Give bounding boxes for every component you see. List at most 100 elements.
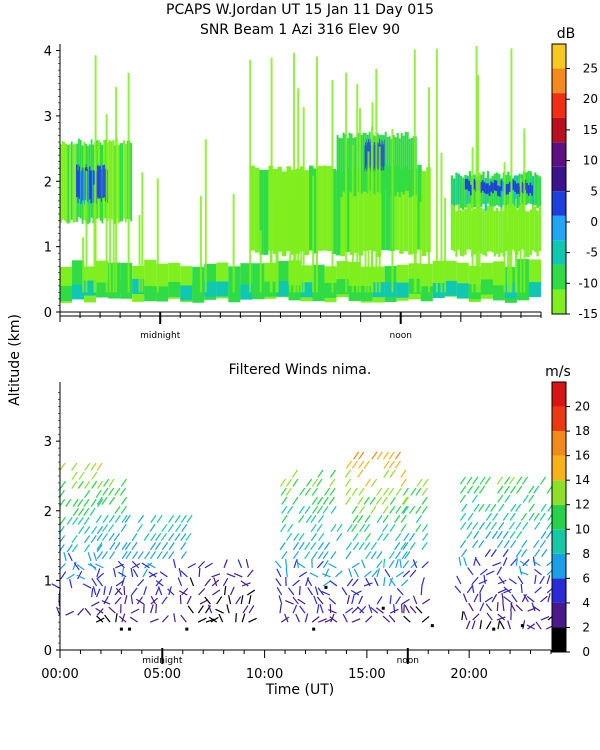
wind-barb	[83, 498, 90, 507]
wind-barb	[421, 561, 429, 569]
wind-barb	[189, 577, 195, 587]
wind-barb	[351, 505, 358, 514]
wind-barb	[345, 607, 354, 614]
snr-layer-4	[263, 169, 269, 255]
wind-barb	[91, 578, 98, 587]
wind-barb	[395, 571, 404, 578]
snr-layer-2	[69, 144, 71, 223]
wind-barb	[539, 575, 545, 585]
snr-layer-2	[63, 142, 66, 221]
wind-barb	[90, 498, 97, 507]
snr-plume	[302, 107, 305, 293]
wind-barb	[395, 596, 402, 605]
wind-barb	[421, 598, 431, 605]
snr-layer-3	[92, 170, 94, 203]
wind-barb	[459, 539, 467, 549]
wind-barb	[540, 615, 550, 621]
wind-barb	[458, 556, 462, 566]
wind-barb	[248, 605, 255, 614]
wind-barb	[304, 505, 311, 514]
wind-barb	[115, 580, 124, 587]
wind-barb	[78, 507, 85, 516]
wind-barb	[490, 549, 497, 558]
snr-layer-8	[493, 179, 496, 191]
wind-barb	[95, 514, 102, 523]
snr-layer-1	[168, 281, 181, 298]
snr-layer-1	[120, 278, 133, 294]
wind-barb	[376, 568, 381, 578]
snr-colorbar-frame	[551, 43, 567, 315]
wind-barb	[370, 551, 377, 560]
wind-barb	[485, 530, 492, 539]
winds-colorbar: 0 2 4 6 8 10 12 14 16 18 20 m/s	[545, 364, 590, 659]
snr-layer-8	[495, 180, 498, 192]
wind-barb	[328, 563, 337, 569]
wind-barb	[389, 578, 396, 587]
wind-barb	[471, 494, 478, 503]
snr-layer-8	[466, 178, 469, 190]
wind-barb	[540, 503, 547, 512]
snr-colorbar-swatch	[552, 264, 566, 290]
wind-barb	[503, 596, 512, 603]
wind-barb	[285, 478, 292, 487]
wind-barb	[546, 575, 551, 585]
wind-barb	[311, 616, 320, 623]
wind-barb	[281, 551, 288, 560]
wind-barb	[485, 512, 493, 521]
wind-barb	[502, 512, 509, 521]
wind-barb	[496, 476, 503, 485]
wind-barb	[358, 595, 364, 605]
snr-layer-3	[76, 164, 77, 198]
snr-layer-8	[492, 182, 494, 194]
wind-barb	[84, 526, 91, 535]
wind-barb	[364, 478, 371, 487]
wind-barb	[336, 532, 343, 542]
wind-barb	[235, 613, 237, 623]
wind-barb	[497, 613, 506, 621]
snr-plume	[471, 147, 474, 293]
winds-x-tick-label: 20:00	[450, 667, 487, 682]
snr-plume	[259, 230, 262, 293]
winds-marker-noon: noon	[397, 656, 419, 666]
snr-layer-6	[382, 141, 384, 168]
wind-barb	[89, 507, 96, 516]
snr-layer-1	[252, 283, 265, 299]
snr-layer-8	[486, 183, 489, 194]
snr-layer-8	[531, 185, 533, 196]
winds-y-tick-label: 3	[44, 435, 52, 450]
wind-barb	[114, 596, 122, 605]
wind-barb	[121, 514, 128, 523]
wind-barb	[161, 596, 168, 605]
wind-barb	[376, 560, 383, 569]
wind-barb	[104, 614, 111, 623]
wind-barb	[180, 514, 187, 523]
wind-barb	[150, 532, 157, 542]
wind-barb	[388, 487, 395, 496]
snr-layer-2	[124, 144, 127, 223]
snr-plume	[93, 184, 96, 293]
wind-barb	[534, 568, 542, 576]
wind-barb	[471, 620, 476, 630]
wind-barb	[144, 562, 153, 569]
wind-barb	[92, 586, 97, 596]
snr-layer-8	[469, 184, 472, 196]
wind-barb	[510, 539, 517, 549]
wind-barb	[310, 514, 317, 523]
wind-barb	[376, 514, 383, 523]
wind-barb	[76, 574, 86, 580]
snr-layer-4	[367, 165, 373, 251]
wind-barb	[336, 523, 343, 533]
wind-barb	[101, 600, 111, 605]
wind-barb	[298, 585, 301, 596]
wind-barb	[510, 602, 513, 612]
wind-barb	[291, 469, 299, 478]
snr-layer-4	[381, 165, 386, 251]
winds-colorbar-swatch	[552, 480, 566, 505]
wind-barb	[168, 551, 175, 560]
snr-layer-7	[455, 172, 458, 206]
snr-layer-8	[468, 180, 470, 192]
wind-barb	[71, 535, 78, 544]
wind-barb	[311, 496, 319, 505]
snr-layer-1	[384, 282, 397, 298]
